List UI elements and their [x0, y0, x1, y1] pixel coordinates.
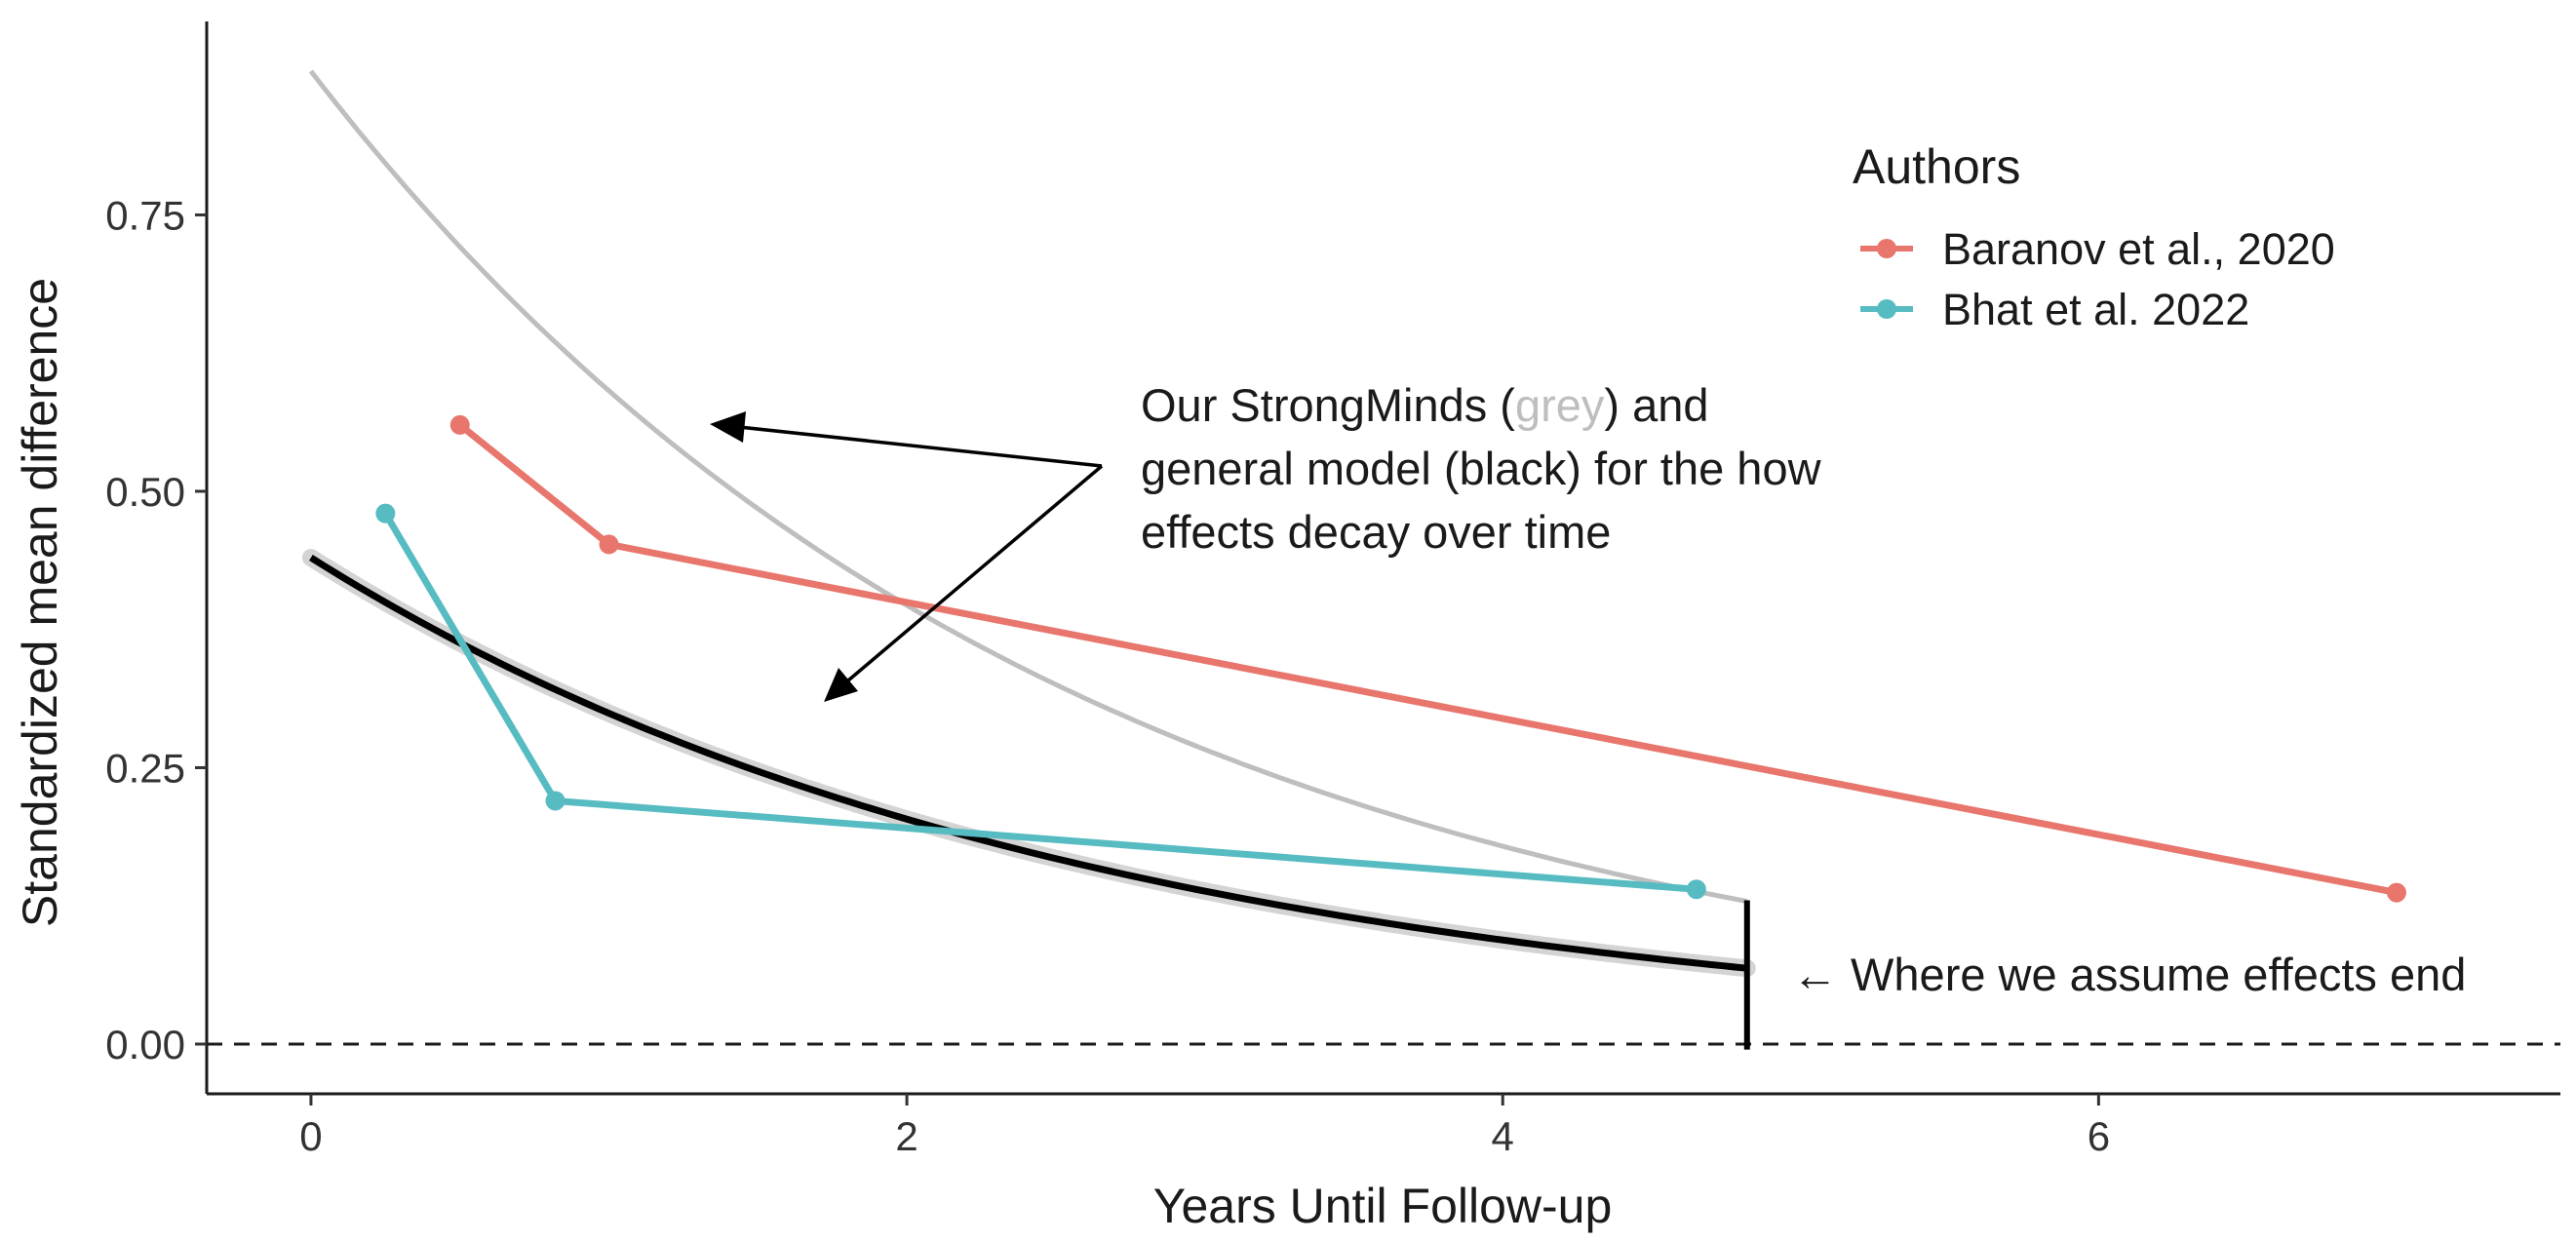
- legend-label-baranov: Baranov et al., 2020: [1942, 224, 2335, 274]
- legend-title: Authors: [1853, 139, 2020, 194]
- y-tick-label: 0.25: [105, 745, 185, 791]
- annotation-line-1: Our StrongMinds (grey) and: [1141, 379, 1709, 431]
- x-axis-title: Years Until Follow-up: [1153, 1179, 1613, 1233]
- marks: [207, 69, 2560, 1050]
- y-axis-title: Standardized mean difference: [13, 278, 67, 927]
- y-tick-label: 0.75: [105, 192, 185, 238]
- x-tick-label: 0: [299, 1113, 322, 1159]
- series-point-1: [375, 503, 396, 524]
- axes: [205, 21, 2560, 1096]
- y-tick-label: 0.00: [105, 1022, 185, 1067]
- model-annotation: Our StrongMinds (grey) and general model…: [710, 379, 1822, 702]
- y-tick-label: 0.50: [105, 469, 185, 515]
- general-model-curve: [309, 555, 1748, 972]
- end-annotation: ← Where we assume effects end: [1792, 949, 2466, 1000]
- arrowhead-black-model: [824, 668, 858, 702]
- series-point-0: [2386, 882, 2406, 903]
- strongminds-model-curve: [308, 69, 1748, 905]
- x-tick-label: 2: [895, 1113, 917, 1159]
- series-point-1: [545, 791, 566, 811]
- x-tick-label: 4: [1492, 1113, 1514, 1159]
- x-tick-label: 6: [2088, 1113, 2110, 1159]
- annotation-line-3: effects decay over time: [1141, 506, 1611, 558]
- legend-key-bhat-dot: [1877, 299, 1896, 319]
- legend-key-baranov-dot: [1877, 239, 1896, 258]
- series-line-0: [457, 422, 2398, 897]
- arrowhead-grey-model: [710, 411, 746, 443]
- general-model-ribbon: [301, 549, 1756, 978]
- arrow-to-black-model: [846, 464, 1104, 682]
- series-point-0: [599, 534, 619, 555]
- annotation-line-2: general model (black) for the how: [1141, 443, 1822, 494]
- series-point-1: [1686, 879, 1706, 900]
- ticks: 0 2 4 6 0.00 0.25 0.50 0.75: [105, 192, 2110, 1159]
- legend-label-bhat: Bhat et al. 2022: [1942, 285, 2249, 334]
- arrow-to-grey-model: [738, 425, 1103, 468]
- legend: Authors Baranov et al., 2020 Bhat et al.…: [1853, 139, 2335, 334]
- series-point-0: [449, 414, 470, 435]
